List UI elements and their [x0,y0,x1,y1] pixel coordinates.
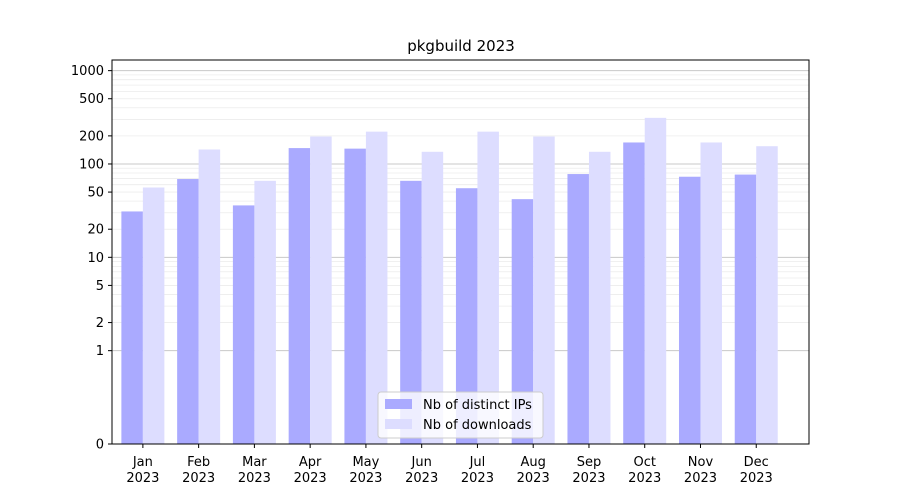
bar-downloads [142,187,165,444]
y-tick-label: 1 [96,344,104,359]
x-axis: Jan 2023 Feb 2023 Mar 2023 Apr 2023 May 2023 Jun 20… [126,444,773,486]
y-tick-label: 2 [96,316,104,331]
chart-title: pkgbuild 2023 [407,37,515,55]
bar-distinct-ips [678,176,701,444]
axes-frame [111,59,810,445]
bar-downloads [310,136,332,444]
x-tick-label: Aug 2023 [517,455,550,486]
x-tick-label: Jul 2023 [461,455,494,486]
legend-box [377,391,544,439]
bar-distinct-ips [623,142,645,444]
bar-downloads [700,142,722,444]
y-tick-label: 1000 [71,64,104,79]
bar-downloads [756,146,778,444]
legend: Nb of distinct IPs Nb of downloads [377,391,544,439]
y-axis: 0 1 2 5 10 20 50 100 200 500 1000 [71,64,112,453]
x-tick-label: Apr 2023 [294,455,327,486]
bar-distinct-ips [734,174,757,444]
legend-swatch-downloads [385,419,412,429]
x-tick-label: Nov 2023 [684,455,717,486]
x-tick-label: Dec 2023 [740,455,773,486]
legend-label-distinct-ips: Nb of distinct IPs [423,398,532,413]
bar-downloads [254,180,276,444]
bar-distinct-ips [288,148,311,444]
bar-distinct-ips [567,174,589,444]
y-tick-label: 100 [79,157,104,172]
x-tick-label: Sep 2023 [572,455,605,486]
bar-downloads [198,149,221,444]
bar-distinct-ips [121,211,143,444]
y-tick-label: 50 [87,186,104,201]
y-tick-label: 10 [87,251,104,266]
legend-label-downloads: Nb of downloads [423,418,532,433]
y-tick-label: 200 [79,129,104,144]
x-tick-label: Jan 2023 [126,455,159,486]
bar-distinct-ips [344,148,366,445]
x-tick-label: Mar 2023 [238,455,271,486]
y-tick-label: 500 [79,92,104,107]
y-tick-label: 5 [96,279,104,294]
y-tick-label: 20 [87,223,104,238]
bar-downloads [365,131,388,444]
bar-distinct-ips [177,179,199,444]
x-tick-label: May 2023 [349,455,382,486]
bar-distinct-ips [232,205,255,444]
legend-swatch-distinct-ips [385,399,412,409]
x-tick-label: Jun 2023 [405,455,438,486]
bar-downloads [588,151,611,444]
bar-downloads [644,117,667,444]
bar-distinct-ips [455,188,478,444]
bar-distinct-ips [511,199,534,444]
bar-downloads [533,136,555,444]
bar-downloads [477,131,499,444]
x-tick-label: Feb 2023 [182,455,215,486]
bar-distinct-ips [400,180,422,444]
bars [121,117,778,445]
bar-downloads [421,151,444,444]
y-tick-label: 0 [96,438,104,453]
x-tick-label: Oct 2023 [628,455,661,486]
